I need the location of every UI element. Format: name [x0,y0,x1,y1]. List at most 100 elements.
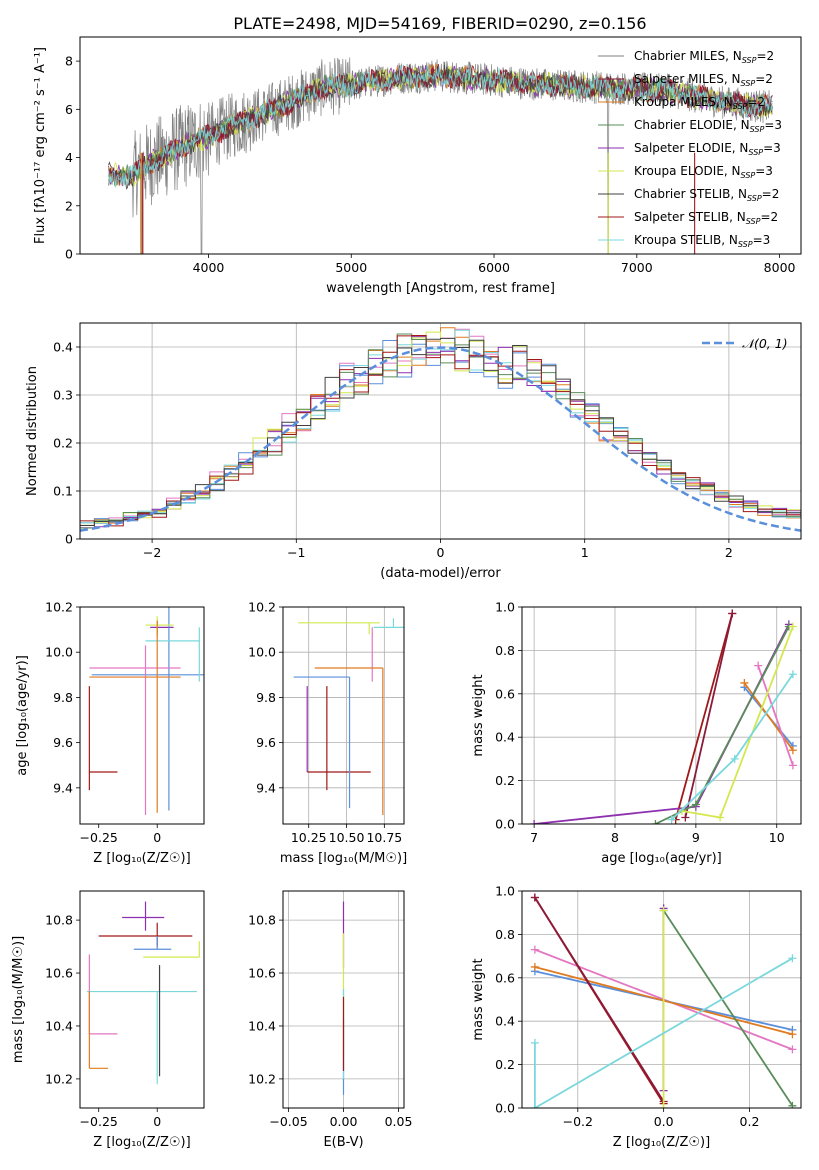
weight-marker [716,813,725,822]
y-tick-label: 6 [65,102,73,117]
spectrum-panel: 4000 5000 6000 7000 8000 0 2 4 6 8 wavelength [Ang… [33,36,802,296]
weight-marker [530,820,539,824]
y-tick-label: 1.0 [495,884,515,899]
x-axis-label: Z [log₁₀(Z/Z☉)] [93,851,190,866]
weight-marker [788,746,797,755]
x-tick-label: −0.25 [80,1114,118,1129]
weight-marker [530,945,539,954]
legend-entry: Salpeter ELODIE, NSSP=3 [634,141,781,157]
legend-entry: Chabrier STELIB, NSSP=2 [634,187,779,203]
x-axis-label: age [log₁₀(age/yr)] [601,851,722,866]
x-tick-label: 10.50 [329,830,365,845]
y-tick-label: 0.4 [53,340,73,355]
y-tick-label: 0.4 [495,730,515,745]
weight-series-5 [534,623,790,824]
residual-histogram-panel: −2 −1 0 1 2 0 0.1 0.2 0.3 0.4 (data-model)/error No… [25,322,802,581]
axes-frame [521,890,802,1109]
x-tick-label: 0.05 [385,1114,413,1129]
legend-entry: Salpeter MILES, NSSP=2 [634,72,773,88]
x-tick-label: 9 [692,830,700,845]
y-tick-label: 9.8 [53,690,73,705]
y-tick-label: 10.8 [248,913,276,928]
y-axis-label: Flux [fλ10⁻¹⁷ erg cm⁻² s⁻¹ A⁻¹] [33,47,48,244]
histogram-series-7 [80,335,801,527]
x-tick-label: −0.2 [563,1114,593,1129]
y-axis-label: Normed distribution [25,366,40,496]
legend-entry: Kroupa ELODIE, NSSP=3 [634,164,773,180]
weight-marker [728,609,737,618]
histogram-series-4 [80,329,801,524]
y-tick-label: 0 [65,247,73,262]
weight-marker [788,1030,797,1039]
x-tick-label: 8 [611,830,619,845]
y-axis-label: mass weight [471,958,486,1040]
x-tick-label: 0 [153,1114,161,1129]
plot-area [80,327,801,532]
x-tick-label: 8000 [764,260,796,275]
y-tick-label: 10.2 [45,1071,73,1086]
y-axis-label: age [log₁₀(age/yr)] [15,655,30,776]
legend-entry: Kroupa STELIB, NSSP=3 [634,233,770,249]
weight-series-2 [757,665,794,766]
y-tick-label: 8 [65,54,73,69]
y-tick-label: 10.8 [45,913,73,928]
weight-series-4 [534,897,665,1102]
y-tick-label: 10.2 [248,600,276,615]
x-axis-label: (data-model)/error [380,566,501,581]
x-tick-label: 0.00 [330,1114,358,1129]
weight-marker [788,1101,797,1108]
x-tick-label: −0.05 [269,1114,307,1129]
weight-marker [530,962,539,971]
y-tick-label: 0.8 [495,927,515,942]
weight-series-8 [534,957,793,1108]
x-axis-label: Z [log₁₀(Z/Z☉)] [93,1135,190,1150]
x-tick-label: 5000 [335,260,367,275]
normal-curve [80,346,801,532]
weight-series-3 [674,613,734,820]
x-tick-label: 10 [769,830,785,845]
x-tick-label: 1 [581,545,589,560]
y-tick-label: 0.4 [495,1014,515,1029]
y-tick-label: 10.0 [248,645,276,660]
axes-frame [282,606,405,825]
age-vs-mass-panel: 10.25 10.50 10.75 9.4 9.6 9.8 10.0 10.2 mass [lo… [248,600,407,867]
weight-marker [740,678,749,687]
histogram-series-5 [80,331,801,526]
x-tick-label: −0.25 [80,830,118,845]
plot-area [87,901,200,1085]
x-tick-label: 4000 [193,260,225,275]
y-tick-label: 0.2 [53,436,73,451]
histogram-series-3 [80,336,801,529]
x-tick-label: 7 [530,830,538,845]
x-axis-label: Z [log₁₀(Z/Z☉)] [613,1135,710,1150]
histogram-series-6 [80,333,801,529]
y-tick-label: 2 [65,198,73,213]
weight-vs-age-panel: 7 8 9 10 0.0 0.2 0.4 0.6 0.8 1.0 age [log₁₀(age/yr… [471,600,802,866]
x-axis-label: wavelength [Angstrom, rest frame] [326,281,555,296]
legend-entry: Chabrier ELODIE, NSSP=3 [634,118,782,134]
x-tick-label: 2 [725,545,733,560]
y-tick-label: 4 [65,150,73,165]
y-tick-label: 0.0 [495,1101,515,1116]
y-tick-label: 9.4 [256,780,276,795]
weight-marker [730,754,739,763]
y-tick-label: 0.0 [495,817,515,832]
mass-vs-metallicity-panel: −0.25 0 10.2 10.4 10.6 10.8 Z [log₁₀(Z/Z☉)] mas… [11,890,205,1150]
axes-frame [79,322,802,540]
weight-marker [788,670,797,679]
weight-marker [530,893,539,902]
x-tick-label: 0 [437,545,445,560]
series-model-1 [108,64,773,187]
weight-marker [659,906,668,915]
weight-marker [530,1104,539,1108]
y-tick-label: 10.4 [248,1018,276,1033]
y-tick-label: 9.6 [53,735,73,750]
x-axis-label: mass [log₁₀(M/M☉)] [280,851,407,866]
x-tick-label: 10.25 [291,830,327,845]
weight-marker [788,622,797,631]
y-tick-label: 0.6 [495,686,515,701]
y-tick-label: 0.6 [495,970,515,985]
y-tick-label: 0.2 [495,773,515,788]
x-tick-label: 0.0 [654,1114,674,1129]
axes-frame [521,606,802,825]
